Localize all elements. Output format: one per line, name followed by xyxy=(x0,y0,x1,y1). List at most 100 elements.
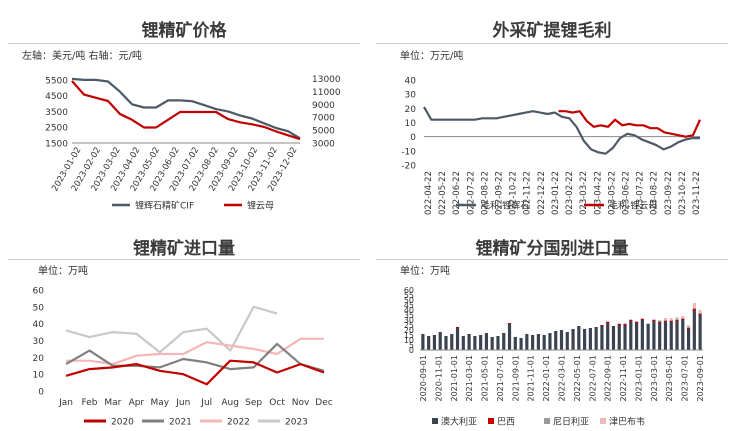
chart-title: 锂精矿价格 xyxy=(141,21,227,41)
title-divider xyxy=(376,259,728,260)
axis-unit-label: 单位：万吨 xyxy=(400,266,450,277)
bar-segment xyxy=(658,323,662,350)
legend-label: 2020 xyxy=(111,418,134,428)
series-line xyxy=(65,359,325,386)
bar-segment xyxy=(502,333,506,350)
bar-segment xyxy=(634,322,639,323)
bar-segment xyxy=(600,325,604,326)
panel-gross-margin: 外采矿提锂毛利 单位：万元/吨 -20 -10 0 10 20 30 40 2022-04-2… xyxy=(368,0,736,215)
panel-import-volume: 锂精矿进口量 单位：万吨 0 10 20 30 40 50 60 Jan Feb Mar Apr Ma… xyxy=(0,215,368,431)
axis-unit-label: 单位：万元/吨 xyxy=(400,51,464,62)
bar-segment xyxy=(686,329,691,350)
y-tick-label-right: 11000 xyxy=(312,88,341,98)
x-tick-label: 2021-07-01 xyxy=(496,355,505,402)
bar-segment xyxy=(594,327,598,350)
y-tick-label: 50 xyxy=(33,303,45,313)
x-tick-label: Jul xyxy=(200,398,212,408)
legend-label: 巴西 xyxy=(497,417,515,428)
y-tick-label: -10 xyxy=(401,147,416,157)
panel-lithium-concentrate-price: 锂精矿价格 左轴：美元/吨 右轴：元/吨 1500 2500 3500 4500 550… xyxy=(0,0,368,215)
bar-segment xyxy=(669,318,673,320)
y-tick-label-left: 1500 xyxy=(45,140,68,150)
legend-swatch xyxy=(456,203,476,207)
chart-title: 锂精矿分国别进口量 xyxy=(475,239,629,259)
x-tick-label: 2022-06-22 xyxy=(452,171,462,215)
y-tick-label: 40 xyxy=(33,320,45,330)
y-tick-label: 30 xyxy=(33,337,45,347)
bar-segment xyxy=(461,336,465,350)
bar-segment xyxy=(675,319,679,320)
bar-segment xyxy=(652,319,656,320)
x-tick-label: 2023-08-22 xyxy=(650,171,660,215)
bar-segment xyxy=(658,321,662,322)
bar-segment xyxy=(686,328,691,329)
bar-segment xyxy=(507,324,512,350)
bar-segment xyxy=(663,318,668,320)
bar-segment xyxy=(658,322,662,323)
y-tick-label: 30 xyxy=(404,316,414,325)
bar-segment xyxy=(675,321,679,350)
x-tick-label: 2022-05-22 xyxy=(438,171,448,215)
bar-segment xyxy=(617,325,621,350)
x-tick-label: 2023-07-01 xyxy=(681,355,690,402)
x-tick-label: 2023-01-22 xyxy=(551,171,561,215)
y-tick-label: 60 xyxy=(33,287,45,297)
x-tick-label: 2023-01-01 xyxy=(634,355,643,402)
bar-segment xyxy=(623,325,627,350)
legend-swatch xyxy=(600,418,606,424)
y-tick-label: 0 xyxy=(409,346,414,355)
x-tick-label: 2022-04-22 xyxy=(424,171,434,215)
bar-segment xyxy=(634,323,639,350)
bar-segment xyxy=(479,335,483,350)
title-divider xyxy=(8,259,360,260)
title-divider xyxy=(376,43,728,44)
bar-segment xyxy=(588,328,592,350)
legend-swatch xyxy=(584,203,604,207)
x-tick-label: Dec xyxy=(315,398,332,408)
x-tick-label: 2023-09-22 xyxy=(664,171,674,215)
x-tick-label: May xyxy=(151,398,170,408)
bar-segment xyxy=(634,321,639,322)
bar-segment xyxy=(681,319,685,320)
series-line xyxy=(423,106,700,155)
x-tick-label: 2023-02-22 xyxy=(565,171,575,215)
y-tick-label-right: 7000 xyxy=(312,114,335,124)
x-tick-label: 2022-01-01 xyxy=(542,355,551,402)
x-tick-label: 2022-11-01 xyxy=(619,355,628,402)
bar-segment xyxy=(507,323,512,324)
y-tick-label: 20 xyxy=(405,105,417,115)
y-tick-label: 5 xyxy=(409,341,414,350)
x-tick-label: 2023-05-01 xyxy=(665,355,674,402)
series-line xyxy=(65,342,325,372)
legend-swatch xyxy=(84,419,106,423)
bar-segment xyxy=(681,318,685,319)
x-tick-label: Sep xyxy=(245,398,262,408)
x-tick-label: 2021-05-01 xyxy=(481,355,490,402)
bar-segment xyxy=(629,319,633,320)
x-tick-label: Oct xyxy=(269,398,285,408)
y-tick-label-right: 13000 xyxy=(312,75,341,85)
x-tick-label: 2022-09-22 xyxy=(495,171,505,215)
bar-segment xyxy=(629,321,633,350)
x-tick-label: 2023-03-22 xyxy=(579,171,589,215)
y-tick-label-left: 3500 xyxy=(45,108,68,118)
bar-segment xyxy=(421,334,425,350)
chart-imports: 0 10 20 30 40 50 60 Jan Feb Mar Apr May Jun Jul Aug Sep… xyxy=(33,287,333,428)
bar-segment xyxy=(646,324,650,350)
chart-margin: -20 -10 0 10 20 30 40 2022-04-22 2022-05-22 2022-… xyxy=(401,77,702,216)
bar-segment xyxy=(606,321,610,322)
legend-swatch xyxy=(224,203,242,207)
legend-label: 2021 xyxy=(169,418,192,428)
bar-segment xyxy=(432,335,437,350)
y-tick-label: -20 xyxy=(401,162,416,172)
bar-segment xyxy=(686,327,691,328)
bar-segment xyxy=(473,336,477,350)
bar-segment xyxy=(548,333,552,350)
bar-segment xyxy=(646,323,650,324)
legend-swatch xyxy=(258,419,280,423)
bar-segment xyxy=(513,337,517,350)
y-tick-label: 40 xyxy=(404,306,414,315)
x-tick-label: 2022-07-22 xyxy=(466,171,476,215)
y-tick-label-left: 4500 xyxy=(45,92,68,102)
